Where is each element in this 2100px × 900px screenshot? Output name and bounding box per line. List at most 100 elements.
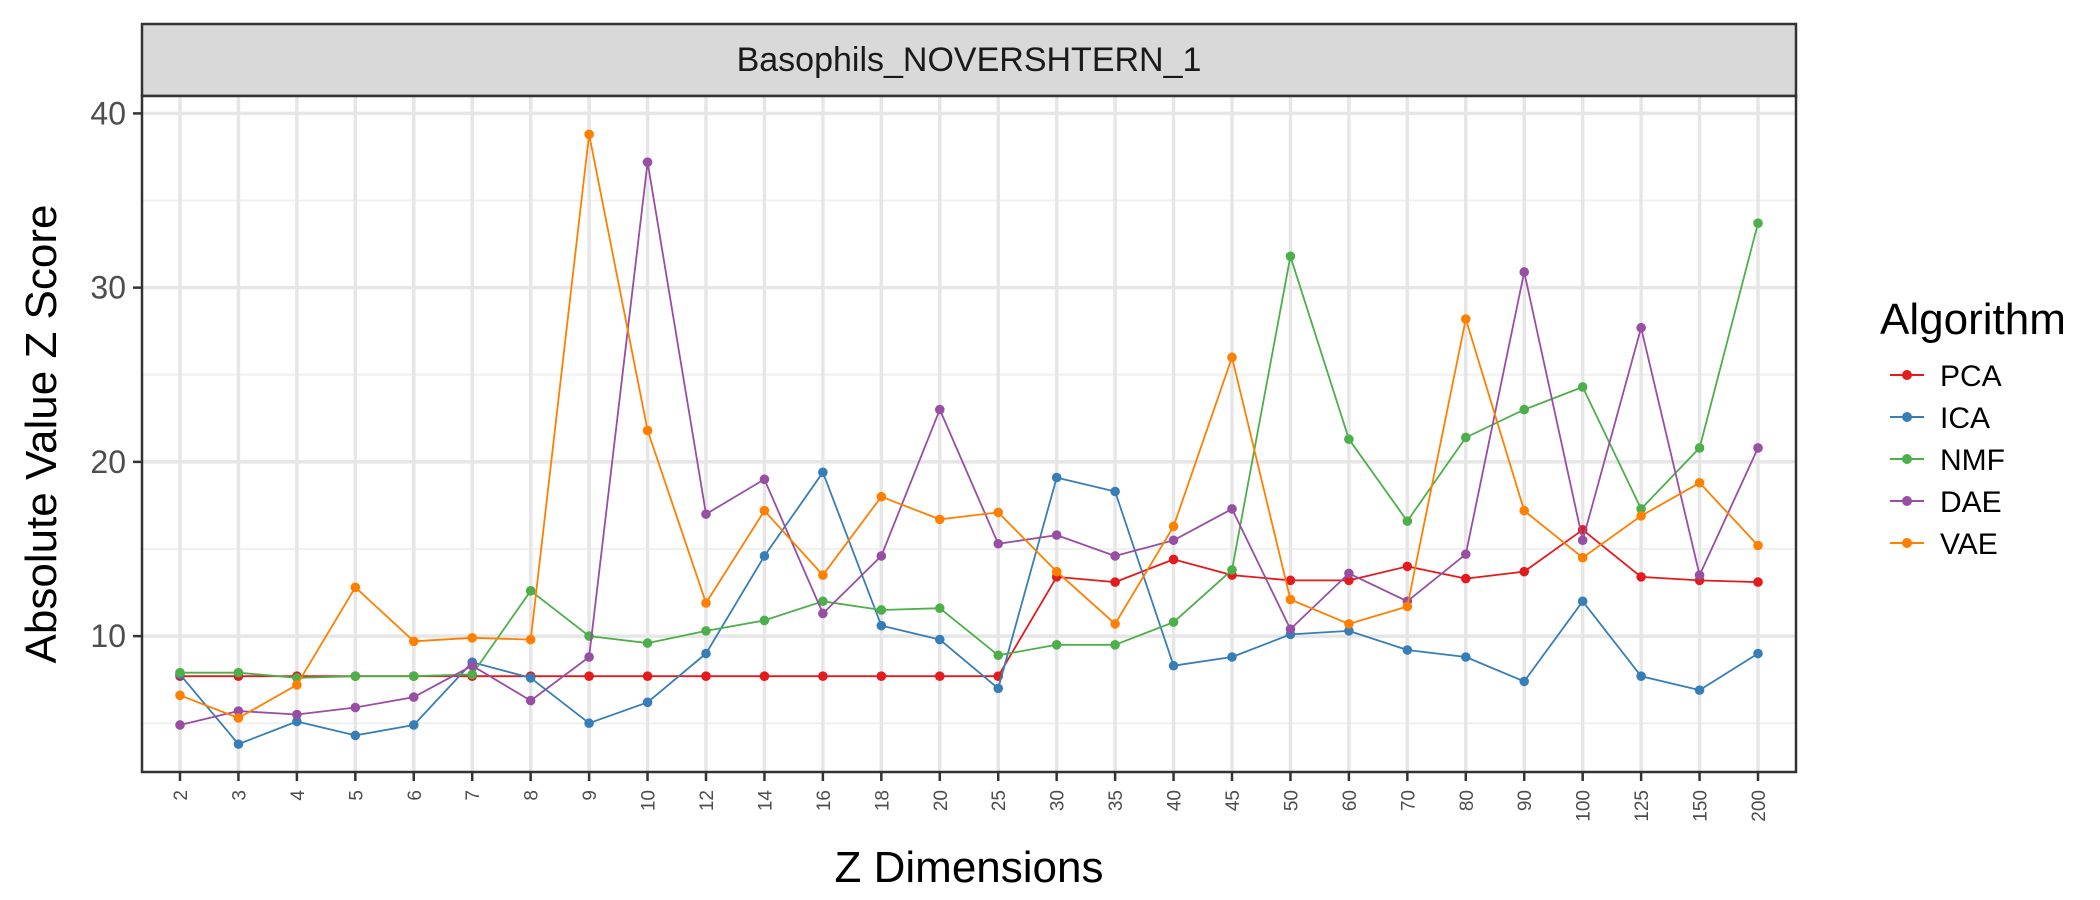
facet-strip-label: Basophils_NOVERSHTERN_1 <box>737 41 1202 79</box>
data-point-vae <box>350 582 361 593</box>
data-point-nmf <box>1227 565 1237 575</box>
data-point-nmf <box>1168 617 1179 627</box>
data-point-nmf <box>818 596 828 607</box>
y-tick-label: 10 <box>90 618 126 654</box>
y-tick-label: 20 <box>90 444 126 480</box>
data-point-pca <box>1460 573 1471 584</box>
legend-key-point <box>1902 538 1912 548</box>
data-point-vae <box>1285 594 1296 605</box>
facet-strip <box>140 22 1798 98</box>
data-point-nmf <box>1460 432 1471 443</box>
data-point-ica <box>1227 652 1237 662</box>
legend-item-pca: PCA <box>1890 360 2002 393</box>
data-point-dae <box>1694 570 1705 580</box>
x-tick-label: 16 <box>814 790 835 811</box>
legend-label: PCA <box>1940 360 2002 393</box>
data-point-nmf <box>876 605 887 615</box>
data-point-vae <box>1402 601 1413 612</box>
data-point-dae <box>1460 549 1471 560</box>
data-point-dae <box>876 551 887 561</box>
data-point-nmf <box>934 603 945 614</box>
data-point-vae <box>1577 552 1588 563</box>
legend-item-nmf: NMF <box>1890 444 2005 477</box>
data-point-ica <box>1402 645 1413 655</box>
data-point-dae <box>1227 504 1237 514</box>
data-point-ica <box>1519 676 1530 687</box>
x-tick-label: 6 <box>405 790 426 801</box>
x-axis-title: Z Dimensions <box>835 843 1104 892</box>
data-point-vae <box>1460 314 1471 324</box>
data-point-nmf <box>1110 640 1120 650</box>
data-point-pca <box>1402 561 1413 572</box>
data-point-ica <box>1753 648 1763 659</box>
data-point-nmf <box>525 586 536 596</box>
x-tick-label: 200 <box>1749 790 1770 822</box>
data-point-nmf <box>701 626 711 636</box>
data-point-dae <box>818 608 828 619</box>
data-point-dae <box>1110 551 1120 561</box>
data-point-vae <box>408 636 419 647</box>
data-point-nmf <box>759 615 770 626</box>
data-point-pca <box>1110 577 1120 587</box>
data-point-pca <box>1344 575 1354 586</box>
data-point-nmf <box>1519 404 1530 415</box>
legend-key-point <box>1902 496 1912 506</box>
data-point-vae <box>467 633 478 643</box>
series-line-ica <box>179 471 1759 745</box>
data-point-vae <box>1344 619 1354 629</box>
data-point-ica <box>1577 596 1588 607</box>
data-point-dae <box>1577 535 1588 546</box>
data-point-ica <box>1694 685 1705 695</box>
data-point-ica <box>1636 671 1646 681</box>
panel-background <box>142 96 1796 772</box>
data-point-ica <box>934 634 945 645</box>
data-point-vae <box>642 425 653 436</box>
x-tick-label: 125 <box>1632 790 1653 822</box>
x-tick-label: 70 <box>1398 790 1419 811</box>
y-axis-title: Absolute Value Z Score <box>17 205 66 664</box>
data-point-nmf <box>1051 640 1062 650</box>
legend-title: Algorithm <box>1880 295 2066 344</box>
legend-key-point <box>1902 412 1912 422</box>
data-point-vae <box>233 713 244 723</box>
data-point-pca <box>876 671 887 681</box>
legend-label: NMF <box>1940 444 2005 477</box>
data-point-dae <box>759 474 770 485</box>
x-tick-label: 7 <box>463 790 484 801</box>
data-point-dae <box>467 660 478 671</box>
data-point-vae <box>934 514 945 525</box>
x-tick-label: 150 <box>1691 790 1712 822</box>
legend-label: DAE <box>1940 486 2002 519</box>
data-point-vae <box>1227 352 1237 363</box>
data-point-vae <box>292 680 302 690</box>
data-point-pca <box>1519 566 1530 577</box>
x-tick-label: 10 <box>639 790 660 811</box>
data-point-vae <box>1519 505 1530 516</box>
x-tick-label: 18 <box>872 790 893 811</box>
data-point-vae <box>1110 619 1120 629</box>
series-nmf <box>175 218 1763 683</box>
data-point-nmf <box>1285 251 1296 262</box>
legend-key-point <box>1902 370 1912 380</box>
data-point-nmf <box>467 669 478 680</box>
data-point-pca <box>701 671 711 681</box>
data-point-vae <box>525 634 536 645</box>
x-tick-label: 5 <box>346 790 367 801</box>
data-point-vae <box>1636 511 1646 521</box>
data-point-ica <box>759 551 770 561</box>
x-tick-label: 14 <box>755 790 776 812</box>
x-tick-label: 100 <box>1574 790 1595 822</box>
data-point-dae <box>175 720 185 730</box>
data-point-dae <box>584 652 594 662</box>
data-point-dae <box>1519 267 1530 277</box>
data-point-pca <box>1285 575 1296 586</box>
x-tick-label: 40 <box>1165 790 1186 811</box>
data-point-vae <box>1051 566 1062 577</box>
data-point-vae <box>175 690 185 701</box>
data-point-nmf <box>993 650 1004 661</box>
data-point-ica <box>818 467 828 478</box>
legend-key-point <box>1902 454 1912 464</box>
data-point-ica <box>701 648 711 659</box>
data-point-dae <box>934 404 945 415</box>
